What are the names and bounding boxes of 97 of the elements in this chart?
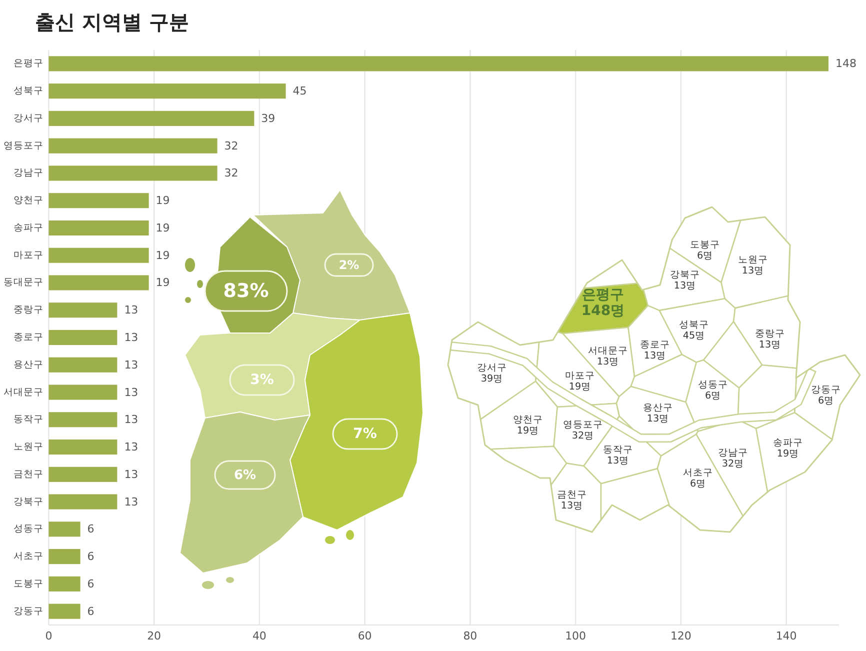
bar (48, 166, 218, 181)
y-tick-label: 영등포구 (4, 140, 44, 152)
x-tick-label: 40 (252, 630, 266, 642)
bar (48, 604, 80, 619)
annotation: 강동구 6명 (811, 384, 841, 406)
bar (48, 302, 118, 318)
y-tick-label: 강동구 (14, 606, 44, 617)
data-label: 148 (835, 57, 856, 70)
bar (48, 357, 118, 372)
data-label: 13 (124, 331, 138, 344)
annotation: 6% (234, 468, 256, 482)
data-label: 13 (124, 468, 138, 481)
annotation: 3% (250, 372, 274, 388)
annotation: 마포구 19명 (565, 370, 595, 392)
data-label: 13 (124, 386, 138, 399)
data-label: 6 (87, 550, 94, 564)
annotation: 영등포구 32명 (563, 418, 603, 442)
bar (48, 412, 118, 428)
y-tick-label: 양천구 (14, 195, 44, 206)
bar (48, 522, 80, 537)
bar (48, 576, 80, 592)
bar (48, 220, 149, 236)
data-label: 32 (224, 166, 238, 180)
chart-title: 출신 지역별 구분 (35, 10, 189, 34)
y-tick-label: 도봉구 (14, 578, 44, 590)
y-tick-label: 강북구 (14, 496, 44, 508)
bar (48, 84, 286, 99)
annotation: 2% (338, 258, 360, 272)
y-tick-label: 용산구 (14, 359, 44, 370)
annotation: 83% (223, 280, 269, 302)
bar (48, 193, 149, 208)
y-tick-label: 은평구 (14, 58, 44, 70)
x-tick-label: 140 (776, 630, 797, 642)
annotation: 중랑구 13명 (755, 328, 785, 350)
y-tick-label: 서초구 (14, 551, 44, 562)
x-tick-label: 0 (45, 630, 52, 642)
y-tick-label: 성북구 (14, 86, 44, 97)
data-label: 19 (156, 248, 170, 262)
bar (48, 549, 80, 564)
y-tick-label: 금천구 (14, 468, 44, 480)
y-tick-label: 서대문구 (4, 386, 44, 398)
bar (48, 56, 828, 72)
annotation: 노원구 13명 (738, 254, 768, 276)
annotation: 강북구 13명 (670, 268, 700, 292)
bar (48, 494, 118, 510)
data-label: 19 (156, 221, 170, 234)
annotation: 성동구 6명 (698, 378, 728, 402)
data-label: 13 (124, 440, 138, 454)
annotation: 서대문구 13명 (588, 344, 628, 368)
x-tick-label: 60 (358, 630, 372, 642)
y-tick-label: 강남구 (14, 168, 44, 179)
y-tick-label: 강서구 (14, 112, 44, 124)
y-tick-label: 종로구 (14, 332, 44, 343)
y-tick-label: 송파구 (14, 222, 44, 234)
data-label: 6 (87, 522, 94, 536)
annotation: 양천구 19명 (513, 414, 543, 436)
x-tick-label: 100 (565, 630, 586, 642)
y-tick-label: 성동구 (14, 524, 44, 535)
y-tick-label: 마포구 (14, 250, 44, 261)
y-tick-label: 동작구 (14, 414, 44, 426)
annotation: 강서구 39명 (477, 362, 507, 384)
data-label: 13 (124, 495, 138, 508)
bar (48, 275, 149, 290)
bar (48, 384, 118, 400)
data-label: 6 (87, 604, 94, 618)
data-label: 19 (156, 194, 170, 208)
x-tick-label: 120 (670, 630, 692, 642)
data-label: 45 (292, 84, 307, 98)
annotation: 은평구 148명 (581, 286, 625, 320)
bar (48, 330, 118, 346)
bar (48, 248, 149, 263)
annotation: 성북구 45명 (679, 318, 709, 342)
annotation: 송파구 19명 (773, 436, 803, 460)
bar (48, 439, 118, 455)
annotation: 서초구 6명 (683, 466, 713, 490)
bar (48, 466, 118, 482)
data-label: 32 (224, 139, 238, 152)
y-tick-label: 동대문구 (4, 277, 44, 288)
data-label: 13 (124, 413, 138, 426)
data-label: 39 (261, 112, 276, 125)
annotation: 도봉구 6명 (690, 238, 720, 262)
annotation: 금천구 13명 (557, 488, 587, 512)
data-label: 6 (87, 577, 94, 590)
annotation: 동작구 13명 (603, 444, 633, 466)
annotation: 7% (353, 426, 377, 442)
y-tick-label: 노원구 (14, 442, 44, 453)
x-tick-label: 80 (463, 630, 478, 642)
data-label: 13 (124, 358, 138, 372)
bar (48, 138, 218, 154)
y-tick-label: 중랑구 (14, 304, 44, 316)
annotation: 강남구 32명 (718, 446, 748, 470)
data-label: 19 (156, 276, 170, 290)
annotation: 종로구 13명 (640, 338, 670, 362)
bar (48, 110, 254, 126)
x-tick-label: 20 (147, 630, 162, 642)
data-label: 13 (124, 304, 138, 317)
annotation: 용산구 13명 (643, 402, 673, 424)
